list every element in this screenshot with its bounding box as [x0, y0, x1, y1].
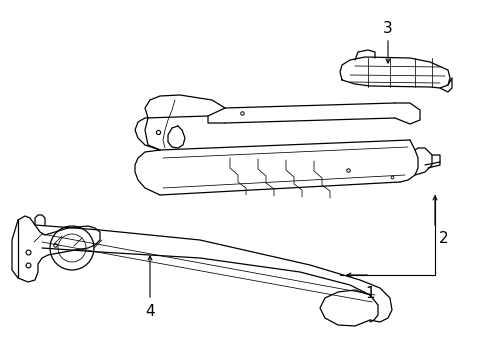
Text: 2: 2 [438, 230, 448, 246]
Text: 1: 1 [365, 285, 374, 301]
Text: 3: 3 [382, 21, 392, 36]
Text: 4: 4 [145, 305, 155, 320]
